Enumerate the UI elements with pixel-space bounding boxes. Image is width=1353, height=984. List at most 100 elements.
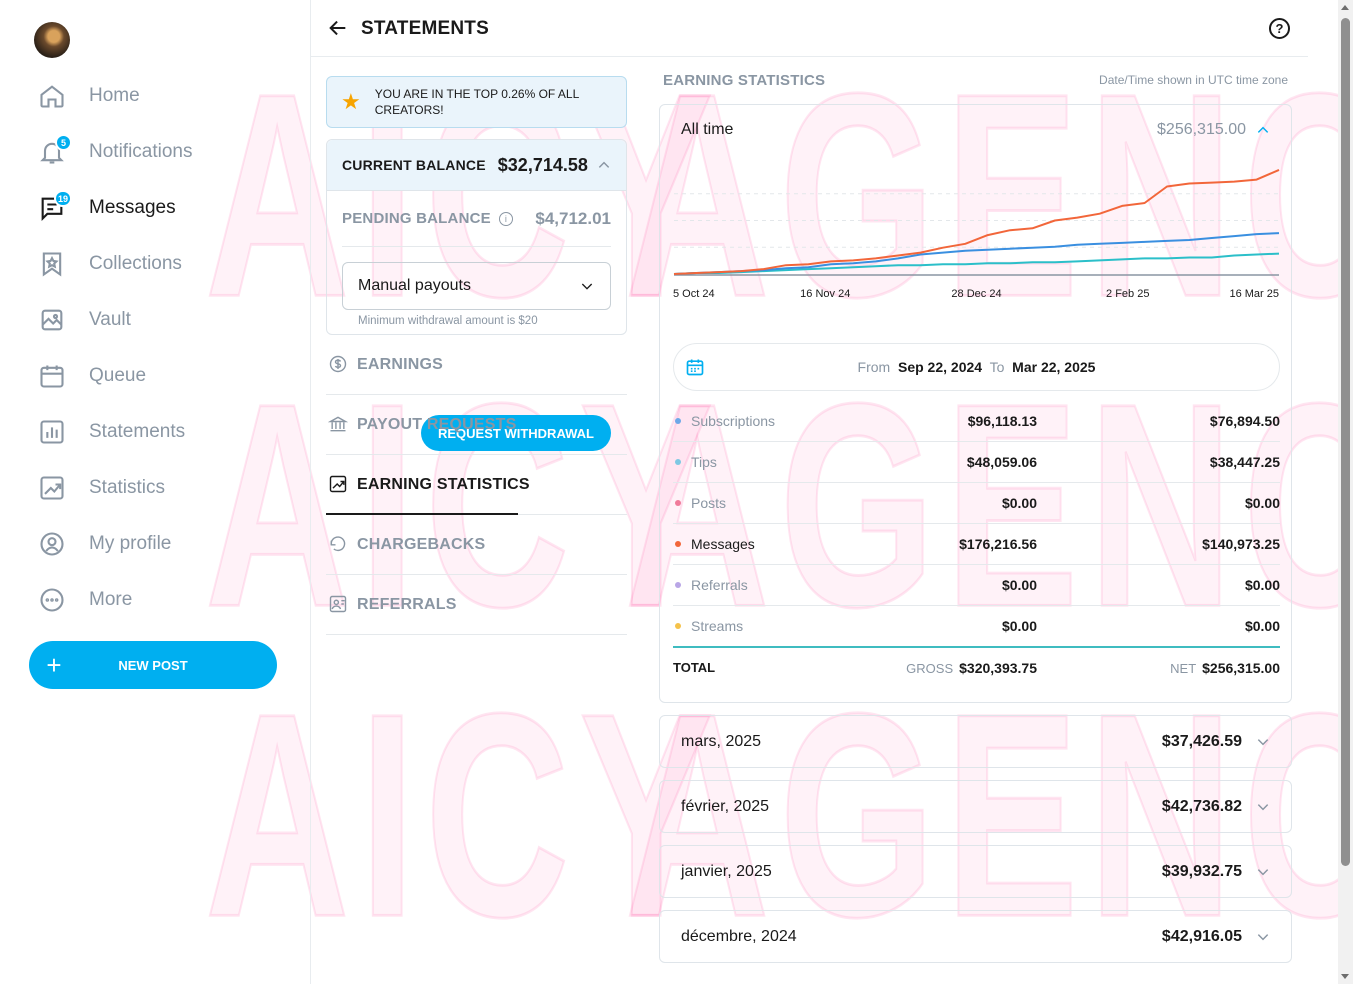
sidebar-item-queue[interactable]: Queue [0, 348, 310, 404]
earnings-line-chart: 5 Oct 24 16 Nov 24 28 Dec 24 2 Feb 25 16 Mar… [673, 157, 1280, 337]
table-row-streams: Streams $0.00 $0.00 [673, 606, 1280, 647]
chart-x-tick-label: 5 Oct 24 [673, 288, 715, 300]
series-dot [675, 541, 681, 547]
timezone-note: Date/Time shown in UTC time zone [1099, 73, 1288, 87]
sidebar-item-notifications[interactable]: 5 Notifications [0, 124, 310, 180]
pending-balance-row: PENDING BALANCE i $4,712.01 [342, 191, 611, 247]
sidebar-item-vault[interactable]: Vault [0, 292, 310, 348]
gross-tag: GROSS [906, 660, 954, 676]
menu-item-referrals[interactable]: REFERRALS [326, 575, 627, 635]
chart-series-line [673, 168, 1280, 275]
menu-item-chargebacks[interactable]: CHARGEBACKS [326, 515, 627, 575]
month-label: janvier, 2025 [681, 862, 772, 880]
total-label: TOTAL [673, 660, 716, 675]
chart-series-line [673, 252, 1280, 275]
more-icon [38, 586, 66, 614]
help-icon[interactable]: ? [1269, 18, 1290, 39]
row-name: Messages [691, 536, 755, 552]
table-row-tips: Tips $48,059.06 $38,447.25 [673, 442, 1280, 483]
current-balance-header[interactable]: CURRENT BALANCE $32,714.58 [327, 140, 626, 191]
chevron-down-icon [1257, 803, 1269, 810]
new-post-label: NEW POST [118, 657, 188, 673]
earning-statistics-header: EARNING STATISTICS Date/Time shown in UT… [659, 66, 1292, 104]
scrollbar-thumb[interactable] [1341, 18, 1350, 866]
home-icon [38, 82, 66, 110]
month-row-decembre-2024[interactable]: décembre, 2024 $42,916.05 [659, 910, 1292, 963]
star-icon: ★ [341, 89, 361, 114]
back-arrow-icon[interactable] [327, 17, 349, 39]
gross-total: GROSS $320,393.75 [906, 660, 1037, 676]
chart-x-tick-label: 28 Dec 24 [951, 288, 1001, 300]
pending-balance-label: PENDING BALANCE [342, 210, 491, 227]
chart-x-tick-label: 2 Feb 25 [1106, 288, 1149, 300]
net-total: NET $256,315.00 [1170, 660, 1280, 676]
sidebar-item-statements[interactable]: Statements [0, 404, 310, 460]
sidebar-item-home[interactable]: Home [0, 68, 310, 124]
bank-icon [327, 414, 350, 436]
month-row-janvier-2025[interactable]: janvier, 2025 $39,932.75 [659, 845, 1292, 898]
menu-item-earning-statistics[interactable]: EARNING STATISTICS [326, 455, 627, 515]
current-balance-label: CURRENT BALANCE [342, 157, 486, 173]
month-label: décembre, 2024 [681, 927, 797, 945]
profile-icon [38, 530, 66, 558]
chart-icon [328, 474, 350, 496]
period-total: $256,315.00 [1157, 121, 1246, 138]
table-row-total: TOTAL GROSS $320,393.75 NET $256,315.00 [673, 646, 1280, 687]
month-label: mars, 2025 [681, 732, 762, 750]
sidebar-item-label: More [89, 589, 133, 610]
all-time-header[interactable]: All time $256,315.00 [660, 105, 1291, 155]
sidebar-item-statistics[interactable]: Statistics [0, 460, 310, 516]
month-row-mars-2025[interactable]: mars, 2025 $37,426.59 [659, 715, 1292, 768]
chart-series-line [673, 232, 1280, 275]
table-row-subscriptions: Subscriptions $96,118.13 $76,894.50 [673, 401, 1280, 442]
statements-menu: EARNINGS PAYOUT REQUESTS EARNING STATIST… [326, 335, 627, 635]
month-row-fevrier-2025[interactable]: février, 2025 $42,736.82 [659, 780, 1292, 833]
payout-method-select[interactable]: Manual payouts [342, 262, 611, 310]
request-withdrawal-button[interactable]: REQUEST WITHDRAWAL [421, 415, 611, 451]
date-from-label: From [857, 359, 891, 375]
avatar[interactable] [34, 22, 70, 58]
page-header: STATEMENTS ? [311, 0, 1308, 57]
referral-icon [328, 594, 350, 616]
sidebar-item-collections[interactable]: Collections [0, 236, 310, 292]
payout-method-value: Manual payouts [358, 277, 471, 294]
sidebar-item-messages[interactable]: 19 Messages [0, 180, 310, 236]
row-net: $0.00 [1244, 618, 1280, 634]
sidebar-item-my-profile[interactable]: My profile [0, 516, 310, 572]
calendar-icon [38, 362, 66, 390]
info-icon[interactable]: i [498, 211, 513, 226]
page-scrollbar[interactable] [1338, 0, 1353, 984]
row-gross: $176,216.56 [959, 536, 1037, 552]
row-name: Subscriptions [691, 413, 776, 429]
menu-item-earnings[interactable]: EARNINGS [326, 335, 627, 395]
menu-item-label: EARNING STATISTICS [357, 475, 530, 493]
sidebar-item-label: Vault [89, 309, 131, 330]
table-row-messages: Messages $176,216.56 $140,973.25 [673, 524, 1280, 565]
earnings-breakdown-table: Subscriptions $96,118.13 $76,894.50 Tips… [673, 401, 1280, 687]
gross-total-value: $320,393.75 [959, 659, 1037, 676]
menu-item-label: PAYOUT REQUESTS [357, 415, 517, 433]
row-net: $38,447.25 [1209, 454, 1280, 470]
sidebar-item-label: Home [89, 85, 140, 106]
all-time-stats-card: All time $256,315.00 5 Oct 24 16 Nov 24 28… [659, 104, 1292, 703]
new-post-button[interactable]: + NEW POST [29, 641, 277, 689]
chevron-down-icon [1257, 738, 1269, 745]
menu-item-payout-requests[interactable]: PAYOUT REQUESTS [326, 395, 627, 455]
net-total-value: $256,315.00 [1202, 659, 1280, 676]
scroll-up-arrow[interactable] [1341, 5, 1349, 10]
chevron-up-icon[interactable] [1256, 123, 1270, 137]
chevron-up-icon[interactable] [597, 158, 611, 172]
series-dot [675, 418, 681, 424]
collections-icon [38, 250, 66, 278]
date-from-value: Sep 22, 2024 [897, 359, 983, 375]
month-value: $39,932.75 [1161, 862, 1242, 880]
dollar-icon [328, 354, 350, 376]
sidebar-item-label: Messages [89, 197, 176, 218]
balance-card: CURRENT BALANCE $32,714.58 PENDING BALAN… [326, 139, 627, 451]
date-range-picker[interactable]: From Sep 22, 2024 To Mar 22, 2025 [673, 343, 1280, 391]
sidebar: Home 5 Notifications 19 Messages Collect… [0, 0, 310, 984]
sidebar-item-more[interactable]: More [0, 572, 310, 628]
bell-icon: 5 [38, 134, 72, 166]
scroll-down-arrow[interactable] [1341, 974, 1349, 979]
current-balance-value: $32,714.58 [497, 154, 588, 175]
